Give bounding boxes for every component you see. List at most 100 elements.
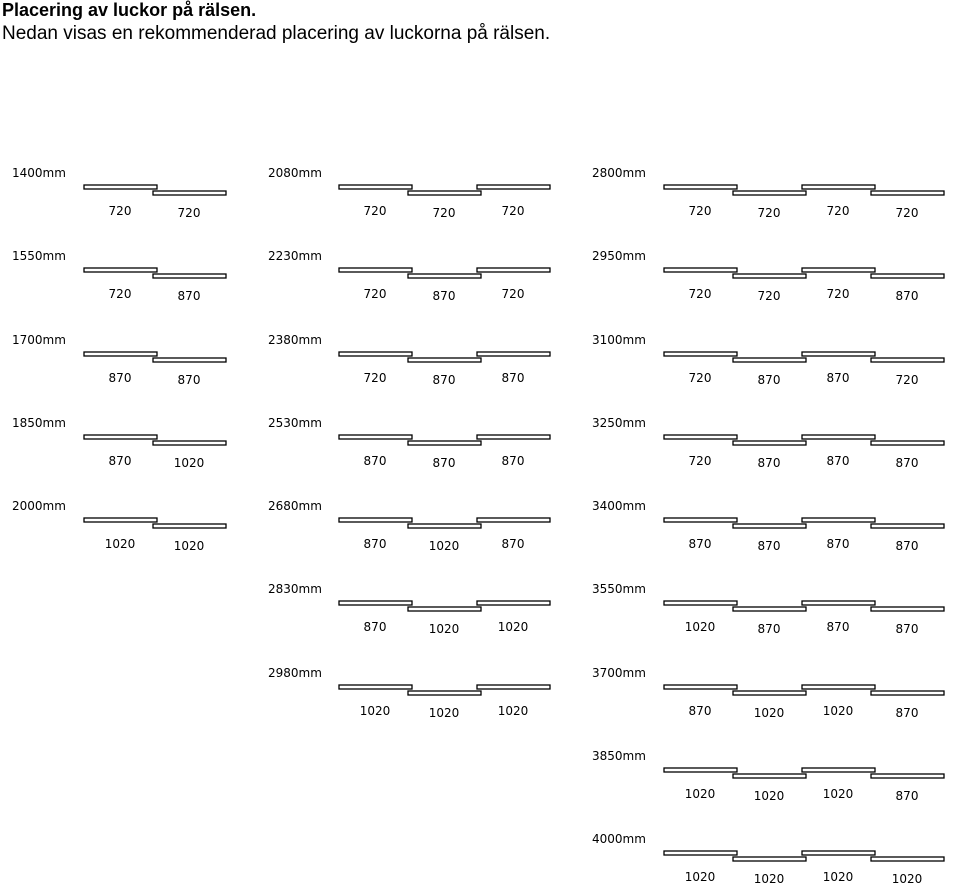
- total-width-label: 2800mm: [592, 166, 646, 180]
- door-width-label: 870: [178, 289, 201, 303]
- door-panel: [663, 434, 738, 440]
- door-width-label: 1020: [498, 620, 529, 634]
- door-panel: [801, 600, 876, 606]
- door-width-label: 1020: [498, 704, 529, 718]
- door-width-label: 720: [364, 371, 387, 385]
- door-configuration: 2950mm 720 720 720 870: [592, 249, 945, 303]
- door-width-label: 870: [364, 454, 387, 468]
- total-width-label: 3550mm: [592, 582, 646, 596]
- door-configuration: 1850mm 870 1020: [12, 416, 227, 470]
- total-width-label: 3100mm: [592, 333, 646, 347]
- total-width-label: 3250mm: [592, 416, 646, 430]
- door-panel: [83, 434, 158, 440]
- door-configuration: 1550mm 720 870: [12, 249, 227, 303]
- door-configuration: 3700mm 870 1020 1020 870: [592, 666, 945, 720]
- door-panel: [801, 767, 876, 773]
- door-panel: [870, 606, 945, 612]
- total-width-label: 4000mm: [592, 832, 646, 846]
- door-panel: [338, 351, 413, 357]
- door-width-label: 1020: [892, 872, 923, 885]
- door-width-label: 870: [758, 456, 781, 470]
- door-configuration: 2080mm 720 720 720: [268, 166, 551, 220]
- door-configuration: 2530mm 870 870 870: [268, 416, 551, 470]
- door-panel: [732, 523, 807, 529]
- door-panel: [870, 357, 945, 363]
- door-width-label: 720: [689, 287, 712, 301]
- door-width-label: 870: [178, 373, 201, 387]
- door-width-label: 1020: [429, 539, 460, 553]
- door-width-label: 1020: [174, 539, 205, 553]
- total-width-label: 2830mm: [268, 582, 322, 596]
- door-width-label: 870: [689, 704, 712, 718]
- total-width-label: 2000mm: [12, 499, 66, 513]
- door-panel: [152, 440, 227, 446]
- door-panel: [338, 184, 413, 190]
- door-configuration: 4000mm 1020 1020 1020 1020: [592, 832, 945, 885]
- door-width-label: 1020: [754, 872, 785, 885]
- door-width-label: 870: [758, 373, 781, 387]
- door-configuration: 2980mm 1020 1020 1020: [268, 666, 551, 720]
- door-panel: [801, 434, 876, 440]
- total-width-label: 1700mm: [12, 333, 66, 347]
- door-panel: [663, 517, 738, 523]
- door-width-label: 720: [364, 287, 387, 301]
- door-panel: [338, 434, 413, 440]
- door-configuration: 2680mm 870 1020 870: [268, 499, 551, 553]
- door-panel: [732, 856, 807, 862]
- door-width-label: 720: [689, 204, 712, 218]
- door-panel: [801, 351, 876, 357]
- door-panel: [663, 767, 738, 773]
- door-panel: [83, 351, 158, 357]
- door-panel: [801, 184, 876, 190]
- door-width-label: 870: [896, 539, 919, 553]
- door-panel: [870, 773, 945, 779]
- door-panel: [407, 357, 482, 363]
- door-panel: [476, 600, 551, 606]
- door-configuration: 2830mm 870 1020 1020: [268, 582, 551, 636]
- door-width-label: 870: [758, 539, 781, 553]
- door-panel: [407, 690, 482, 696]
- door-width-label: 720: [758, 206, 781, 220]
- door-width-label: 870: [827, 620, 850, 634]
- total-width-label: 2080mm: [268, 166, 322, 180]
- door-configuration: 1700mm 870 870: [12, 333, 227, 387]
- door-panel: [407, 606, 482, 612]
- door-configuration: 3400mm 870 870 870 870: [592, 499, 945, 553]
- door-width-label: 870: [896, 706, 919, 720]
- total-width-label: 2230mm: [268, 249, 322, 263]
- door-panel: [801, 267, 876, 273]
- door-configuration: 2380mm 720 870 870: [268, 333, 551, 387]
- door-width-label: 870: [827, 537, 850, 551]
- page-subtitle: Nedan visas en rekommenderad placering a…: [2, 23, 551, 44]
- door-panel: [870, 856, 945, 862]
- door-width-label: 1020: [823, 787, 854, 801]
- door-configuration: 3250mm 720 870 870 870: [592, 416, 945, 470]
- door-width-label: 1020: [685, 870, 716, 884]
- door-width-label: 870: [896, 289, 919, 303]
- door-width-label: 720: [827, 204, 850, 218]
- total-width-label: 2530mm: [268, 416, 322, 430]
- door-panel: [801, 517, 876, 523]
- total-width-label: 2950mm: [592, 249, 646, 263]
- door-panel: [663, 184, 738, 190]
- door-panel: [732, 606, 807, 612]
- door-width-label: 870: [109, 454, 132, 468]
- door-width-label: 870: [896, 456, 919, 470]
- door-panel: [476, 517, 551, 523]
- door-width-label: 870: [689, 537, 712, 551]
- door-width-label: 720: [758, 289, 781, 303]
- door-panel: [83, 184, 158, 190]
- door-width-label: 870: [896, 789, 919, 803]
- door-width-label: 720: [896, 373, 919, 387]
- total-width-label: 3400mm: [592, 499, 646, 513]
- door-panel: [152, 273, 227, 279]
- door-width-label: 870: [827, 454, 850, 468]
- door-panel: [801, 684, 876, 690]
- door-width-label: 870: [896, 622, 919, 636]
- door-configuration: 3100mm 720 870 870 720: [592, 333, 945, 387]
- door-width-label: 870: [758, 622, 781, 636]
- door-panel: [663, 351, 738, 357]
- door-panel: [732, 440, 807, 446]
- door-width-label: 1020: [429, 706, 460, 720]
